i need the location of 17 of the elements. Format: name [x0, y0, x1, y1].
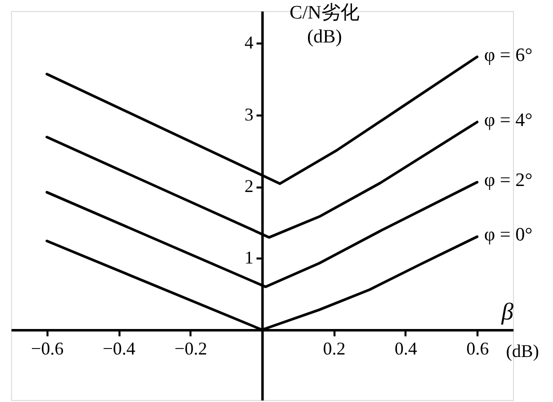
x-tick-label: 0.6 [466, 338, 489, 358]
x-axis-title: β [500, 299, 514, 326]
x-tick-label: 0.4 [394, 338, 418, 358]
annotation: (dB) [506, 340, 539, 361]
y-tick-label: 1 [244, 248, 254, 268]
series-label: φ = 2° [484, 170, 532, 192]
y-axis-title: C/N劣化 (dB) [290, 2, 360, 48]
y-tick-label: 3 [244, 104, 254, 124]
series-label: φ = 0° [484, 224, 532, 246]
x-tick-label: −0.4 [102, 338, 136, 358]
x-tick-label: 0.2 [322, 338, 346, 358]
y-tick-label: 2 [244, 176, 254, 196]
series-label: φ = 4° [484, 110, 532, 132]
x-tick-label: −0.2 [174, 338, 208, 358]
series-label: φ = 6° [484, 44, 532, 66]
x-tick-label: −0.6 [31, 338, 64, 358]
y-tick-label: 4 [244, 32, 254, 53]
